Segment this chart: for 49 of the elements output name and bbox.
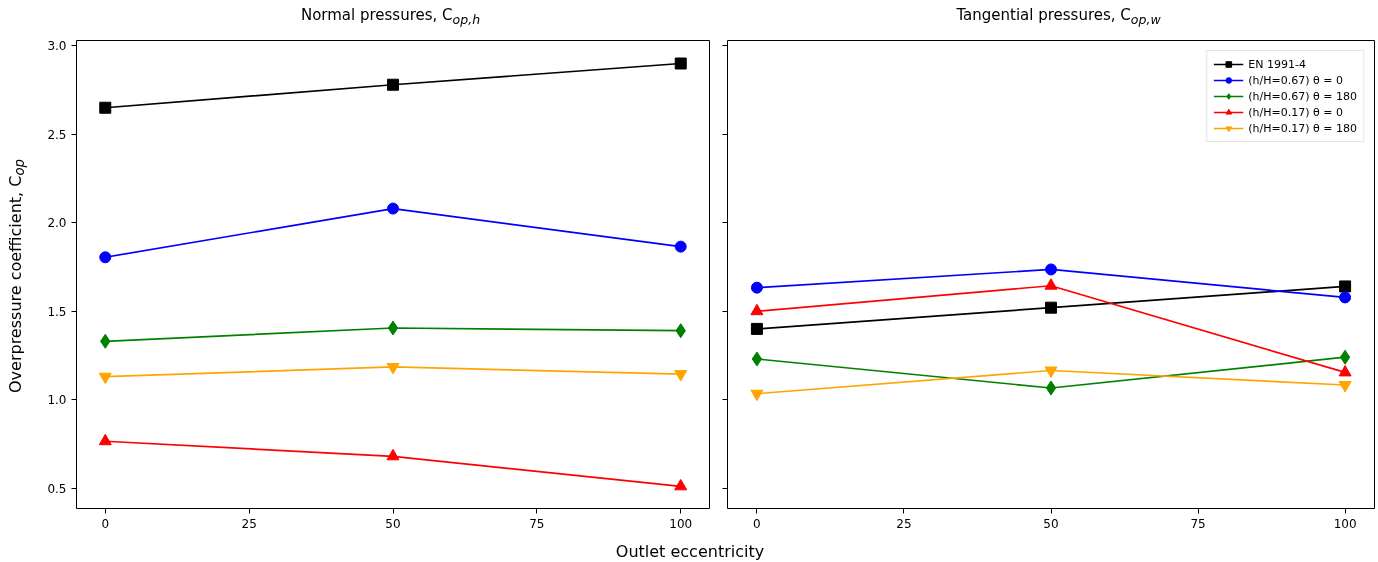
point	[750, 389, 764, 402]
point	[674, 478, 688, 491]
x-tick-label: 100	[1333, 516, 1357, 531]
x-tick-label: 50	[385, 516, 401, 531]
point	[99, 101, 112, 114]
point	[750, 303, 764, 316]
x-tick-label: 75	[529, 516, 545, 531]
x-tick-label: 25	[896, 516, 912, 531]
chart-title: Tangential pressures, C$_{op,w}$	[956, 5, 1161, 29]
point	[1338, 381, 1352, 393]
point	[674, 57, 687, 70]
legend-label: EN 1991-4	[1248, 57, 1306, 71]
point	[1044, 278, 1058, 290]
y-tick-label: 1.0	[47, 393, 67, 408]
point	[750, 322, 763, 335]
point	[674, 240, 687, 253]
point	[386, 448, 400, 461]
y-tick-label: 2.5	[47, 127, 67, 142]
legend-label: (h/H=0.17) θ = 0	[1248, 105, 1343, 119]
x-tick-label: 25	[241, 516, 257, 531]
point	[387, 202, 399, 215]
point	[1045, 301, 1057, 314]
point	[1338, 365, 1352, 377]
x-tick-label: 50	[1043, 516, 1059, 531]
legend-label: (h/H=0.67) θ = 0	[1248, 73, 1343, 87]
point	[1339, 280, 1352, 293]
legend-label: (h/H=0.17) θ = 180	[1248, 121, 1357, 135]
point	[1339, 291, 1352, 304]
point	[750, 281, 763, 294]
point	[98, 433, 112, 446]
point	[1044, 366, 1058, 378]
x-tick-label: 75	[1190, 516, 1206, 531]
x-tick-label: 0	[753, 516, 761, 531]
point	[751, 351, 763, 367]
x-tick-label: 100	[669, 516, 693, 531]
chart-title: Normal pressures, C$_{op,h}$	[300, 5, 481, 29]
y-tick-label: 3.0	[47, 39, 67, 54]
point	[1045, 380, 1057, 396]
legend-label: (h/H=0.67) θ = 180	[1248, 89, 1357, 103]
x-tick-label: 0	[101, 516, 110, 531]
point	[387, 78, 399, 91]
y-tick-label: 1.5	[47, 304, 67, 319]
point	[1045, 263, 1057, 276]
point	[387, 320, 399, 336]
y-tick-label: 2.0	[47, 216, 67, 231]
x-axis-title: Outlet eccentricity	[615, 541, 765, 562]
point	[1339, 349, 1351, 365]
point	[99, 251, 112, 264]
y-tick-label: 0.5	[47, 481, 67, 496]
